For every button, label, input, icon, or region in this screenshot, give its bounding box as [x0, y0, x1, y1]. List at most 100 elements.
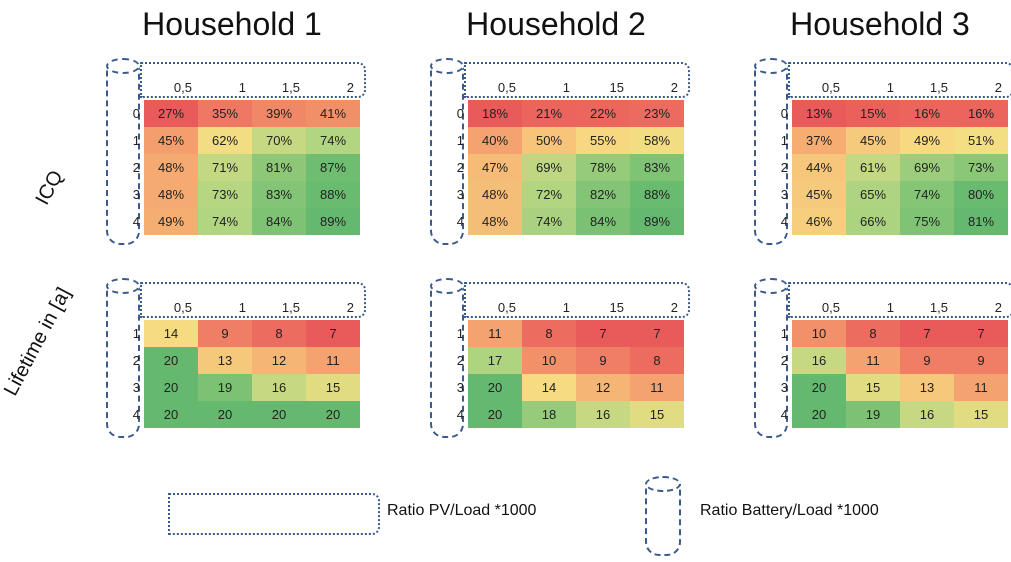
heatmap-cell: 20 [144, 401, 198, 428]
heatmap-cell: 12 [252, 347, 306, 374]
column-label: 1,5 [929, 300, 948, 315]
heatmap-grid: 14 9 8 7 20 13 12 11 20 19 16 15 20 20 20 20 [144, 320, 360, 428]
heatmap-cell: 8 [846, 320, 900, 347]
heatmap-cell: 61% [846, 154, 900, 181]
row-label: 2 [132, 353, 140, 368]
column-label: 1 [562, 80, 570, 95]
heatmap-cell: 70% [252, 127, 306, 154]
column-label: 0,5 [497, 300, 516, 315]
heatmap-cell: 55% [576, 127, 630, 154]
legend-battery-label: Ratio Battery/Load *1000 [700, 502, 879, 519]
heatmap-cell: 74% [306, 127, 360, 154]
row-label: 2 [780, 160, 788, 175]
heatmap-cell: 75% [900, 208, 954, 235]
heatmap-cell: 41% [306, 100, 360, 127]
row-label: 4 [456, 407, 464, 422]
row-label: 1 [780, 133, 788, 148]
heatmap-cell: 14 [522, 374, 576, 401]
heatmap-cell: 10 [792, 320, 846, 347]
heatmap-cell: 27% [144, 100, 198, 127]
row-label: 4 [456, 214, 464, 229]
lifetime-row-title: Lifetime in [a] [0, 284, 76, 400]
column-label: 2 [670, 300, 678, 315]
heatmap-grid: 10 8 7 7 16 11 9 9 20 15 13 11 20 19 16 15 [792, 320, 1008, 428]
heatmap-cell: 80% [954, 181, 1008, 208]
column-label: 15 [609, 300, 624, 315]
row-label: 0 [780, 106, 788, 121]
heatmap-cell: 71% [198, 154, 252, 181]
row-label: 3 [456, 380, 464, 395]
heatmap-cell: 49% [144, 208, 198, 235]
column-label: 1 [886, 300, 894, 315]
row-label: 2 [132, 160, 140, 175]
column-label: 1 [238, 300, 246, 315]
heatmap-cell: 22% [576, 100, 630, 127]
heatmap-cell: 45% [846, 127, 900, 154]
heatmap-cell: 16 [792, 347, 846, 374]
legend-battery-symbol [645, 476, 681, 556]
heatmap-cell: 48% [144, 154, 198, 181]
heatmap-cell: 7 [630, 320, 684, 347]
heatmap-cell: 16% [954, 100, 1008, 127]
battery-ratio-axis-cap [106, 278, 140, 294]
heatmap-cell: 51% [954, 127, 1008, 154]
heatmap-grid: 11 8 7 7 17 10 9 8 20 14 12 11 20 18 16 15 [468, 320, 684, 428]
heatmap-cell: 82% [576, 181, 630, 208]
heatmap-cell: 11 [468, 320, 522, 347]
heatmap-cell: 89% [306, 208, 360, 235]
heatmap-cell: 45% [792, 181, 846, 208]
heatmap-cell: 62% [198, 127, 252, 154]
column-label: 0,5 [173, 80, 192, 95]
battery-ratio-axis-symbol [430, 286, 464, 438]
heatmap-cell: 74% [522, 208, 576, 235]
battery-ratio-axis-symbol [754, 286, 788, 438]
column-label: 0,5 [173, 300, 192, 315]
heatmap-cell: 72% [522, 181, 576, 208]
heatmap-cell: 7 [900, 320, 954, 347]
heatmap-cell: 9 [954, 347, 1008, 374]
heatmap-cell: 88% [306, 181, 360, 208]
heatmap-grid: 27% 35% 39% 41% 45% 62% 70% 74% 48% 71% 81% 87% 48% 7… [144, 100, 360, 235]
column-label: 2 [346, 80, 354, 95]
heatmap-cell: 21% [522, 100, 576, 127]
heatmap-cell: 48% [468, 181, 522, 208]
heatmap-cell: 20 [468, 374, 522, 401]
household-3-title: Household 3 [790, 6, 970, 42]
heatmap-cell: 14 [144, 320, 198, 347]
heatmap-cell: 8 [252, 320, 306, 347]
heatmap-cell: 65% [846, 181, 900, 208]
heatmap-cell: 20 [792, 374, 846, 401]
heatmap-cell: 74% [198, 208, 252, 235]
heatmap-cell: 20 [792, 401, 846, 428]
column-label: 15 [609, 80, 624, 95]
battery-ratio-axis-symbol [754, 66, 788, 245]
heatmap-cell: 17 [468, 347, 522, 374]
heatmap-cell: 46% [792, 208, 846, 235]
battery-ratio-axis-cap [430, 58, 464, 74]
heatmap-cell: 73% [198, 181, 252, 208]
heatmap-cell: 35% [198, 100, 252, 127]
heatmap-cell: 12 [576, 374, 630, 401]
heatmap-cell: 73% [954, 154, 1008, 181]
row-label: 4 [780, 407, 788, 422]
row-label: 0 [456, 106, 464, 121]
heatmap-cell: 15% [846, 100, 900, 127]
heatmap-cell: 16% [900, 100, 954, 127]
column-label: 1,5 [929, 80, 948, 95]
row-label: 3 [456, 187, 464, 202]
heatmap-cell: 15 [846, 374, 900, 401]
row-label: 3 [132, 380, 140, 395]
pv-ratio-axis-symbol [788, 62, 1011, 98]
row-label: 3 [132, 187, 140, 202]
heatmap-cell: 20 [306, 401, 360, 428]
pv-ratio-axis-symbol [464, 282, 690, 318]
heatmap-grid: 18% 21% 22% 23% 40% 50% 55% 58% 47% 69% 78% 83% 48% 7… [468, 100, 684, 235]
battery-ratio-axis-cap [754, 58, 788, 74]
heatmap-cell: 11 [954, 374, 1008, 401]
battery-ratio-axis-symbol [106, 286, 140, 438]
heatmap-cell: 10 [522, 347, 576, 374]
heatmap-cell: 16 [900, 401, 954, 428]
heatmap-cell: 7 [306, 320, 360, 347]
heatmap-grid: 13% 15% 16% 16% 37% 45% 49% 51% 44% 61% 69% 73% 45% 6… [792, 100, 1008, 235]
heatmap-cell: 18% [468, 100, 522, 127]
